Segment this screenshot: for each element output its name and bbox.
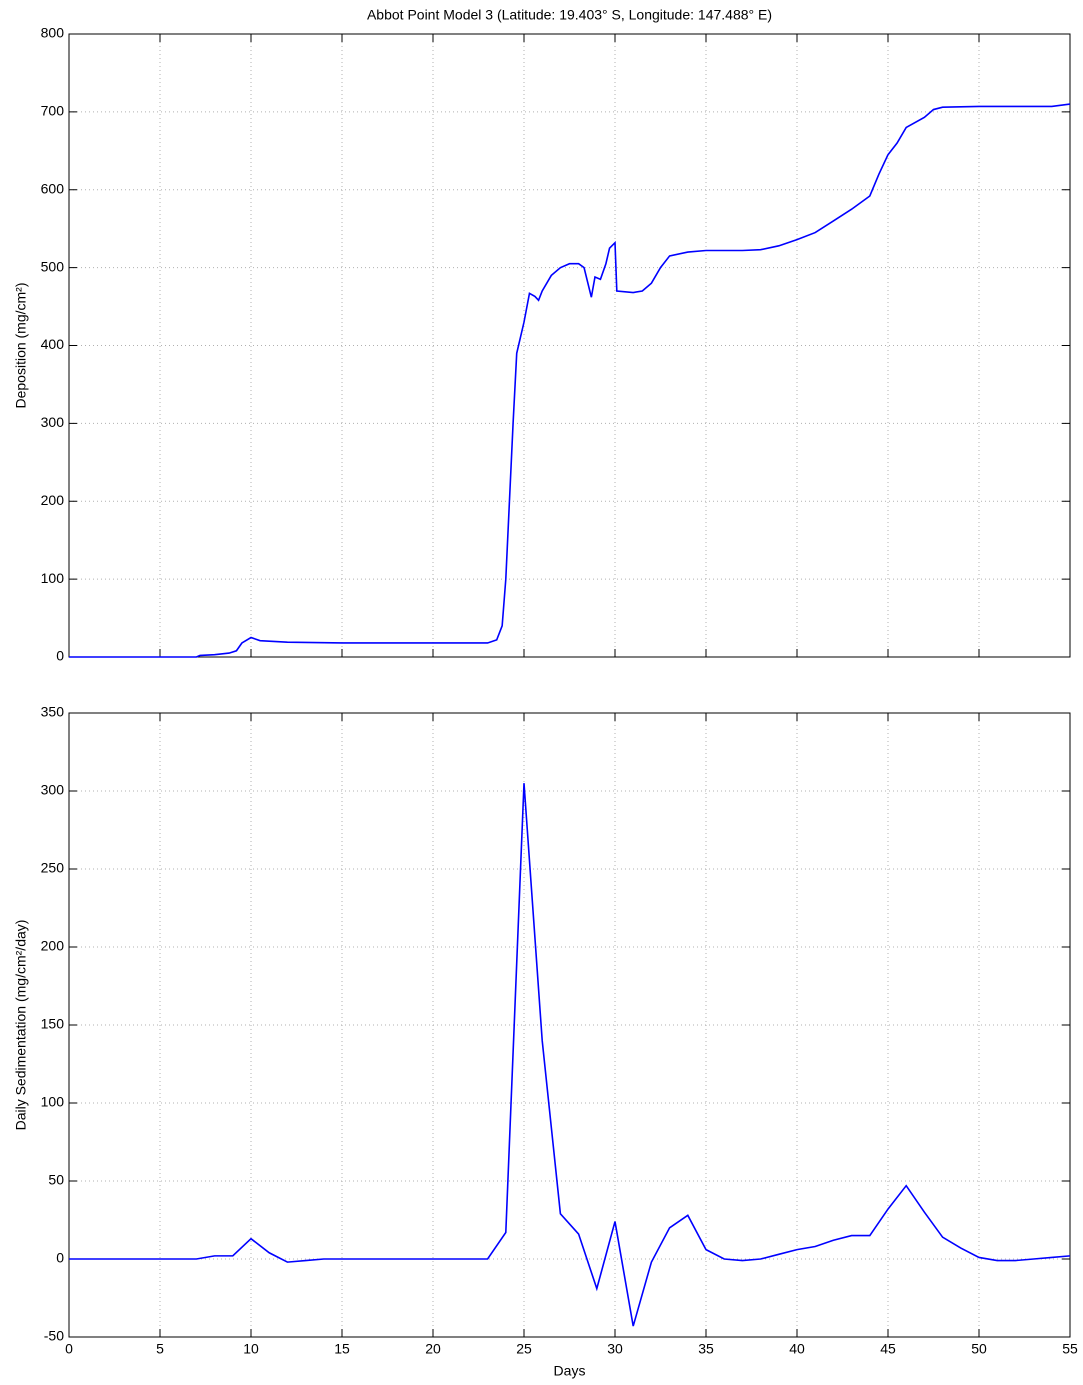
- data-line: [69, 783, 1071, 1327]
- y-axis-label: Deposition (mg/cm²): [13, 282, 29, 408]
- y-tick-label: 0: [56, 1250, 64, 1266]
- x-tick-label: 25: [516, 1341, 532, 1357]
- x-tick-label: 5: [156, 1341, 164, 1357]
- x-tick-label: 20: [425, 1341, 441, 1357]
- y-tick-label: 400: [41, 336, 65, 352]
- data-line: [69, 103, 1071, 658]
- y-tick-label: 100: [41, 570, 65, 586]
- y-tick-label: 500: [41, 258, 65, 274]
- y-tick-label: 600: [41, 180, 65, 196]
- x-tick-label: 40: [789, 1341, 805, 1357]
- y-tick-label: 50: [48, 1172, 64, 1188]
- chart-title: Abbot Point Model 3 (Latitude: 19.403° S…: [367, 7, 772, 23]
- axes-frame: [68, 33, 1071, 658]
- y-tick-label: 0: [56, 648, 64, 664]
- y-tick-label: 250: [41, 860, 65, 876]
- x-tick-label: 50: [971, 1341, 987, 1357]
- y-tick-label: 800: [41, 25, 65, 41]
- axes-frame: [68, 712, 1071, 1338]
- x-tick-label: 15: [334, 1341, 350, 1357]
- y-tick-label: 100: [41, 1094, 65, 1110]
- x-tick-label: 35: [698, 1341, 714, 1357]
- y-tick-label: 300: [41, 414, 65, 430]
- y-tick-label: 150: [41, 1016, 65, 1032]
- y-tick-label: 200: [41, 492, 65, 508]
- x-tick-label: 0: [65, 1341, 73, 1357]
- y-tick-label: 200: [41, 938, 65, 954]
- y-axis-label: Daily Sedimentation (mg/cm²/day): [13, 920, 29, 1131]
- x-tick-label: 30: [607, 1341, 623, 1357]
- x-axis-label: Days: [554, 1363, 586, 1379]
- y-tick-label: 350: [41, 704, 65, 720]
- x-tick-label: 55: [1062, 1341, 1078, 1357]
- x-tick-label: 45: [880, 1341, 896, 1357]
- y-tick-label: -50: [44, 1328, 64, 1344]
- y-tick-label: 700: [41, 103, 65, 119]
- y-tick-label: 300: [41, 782, 65, 798]
- x-tick-label: 10: [243, 1341, 259, 1357]
